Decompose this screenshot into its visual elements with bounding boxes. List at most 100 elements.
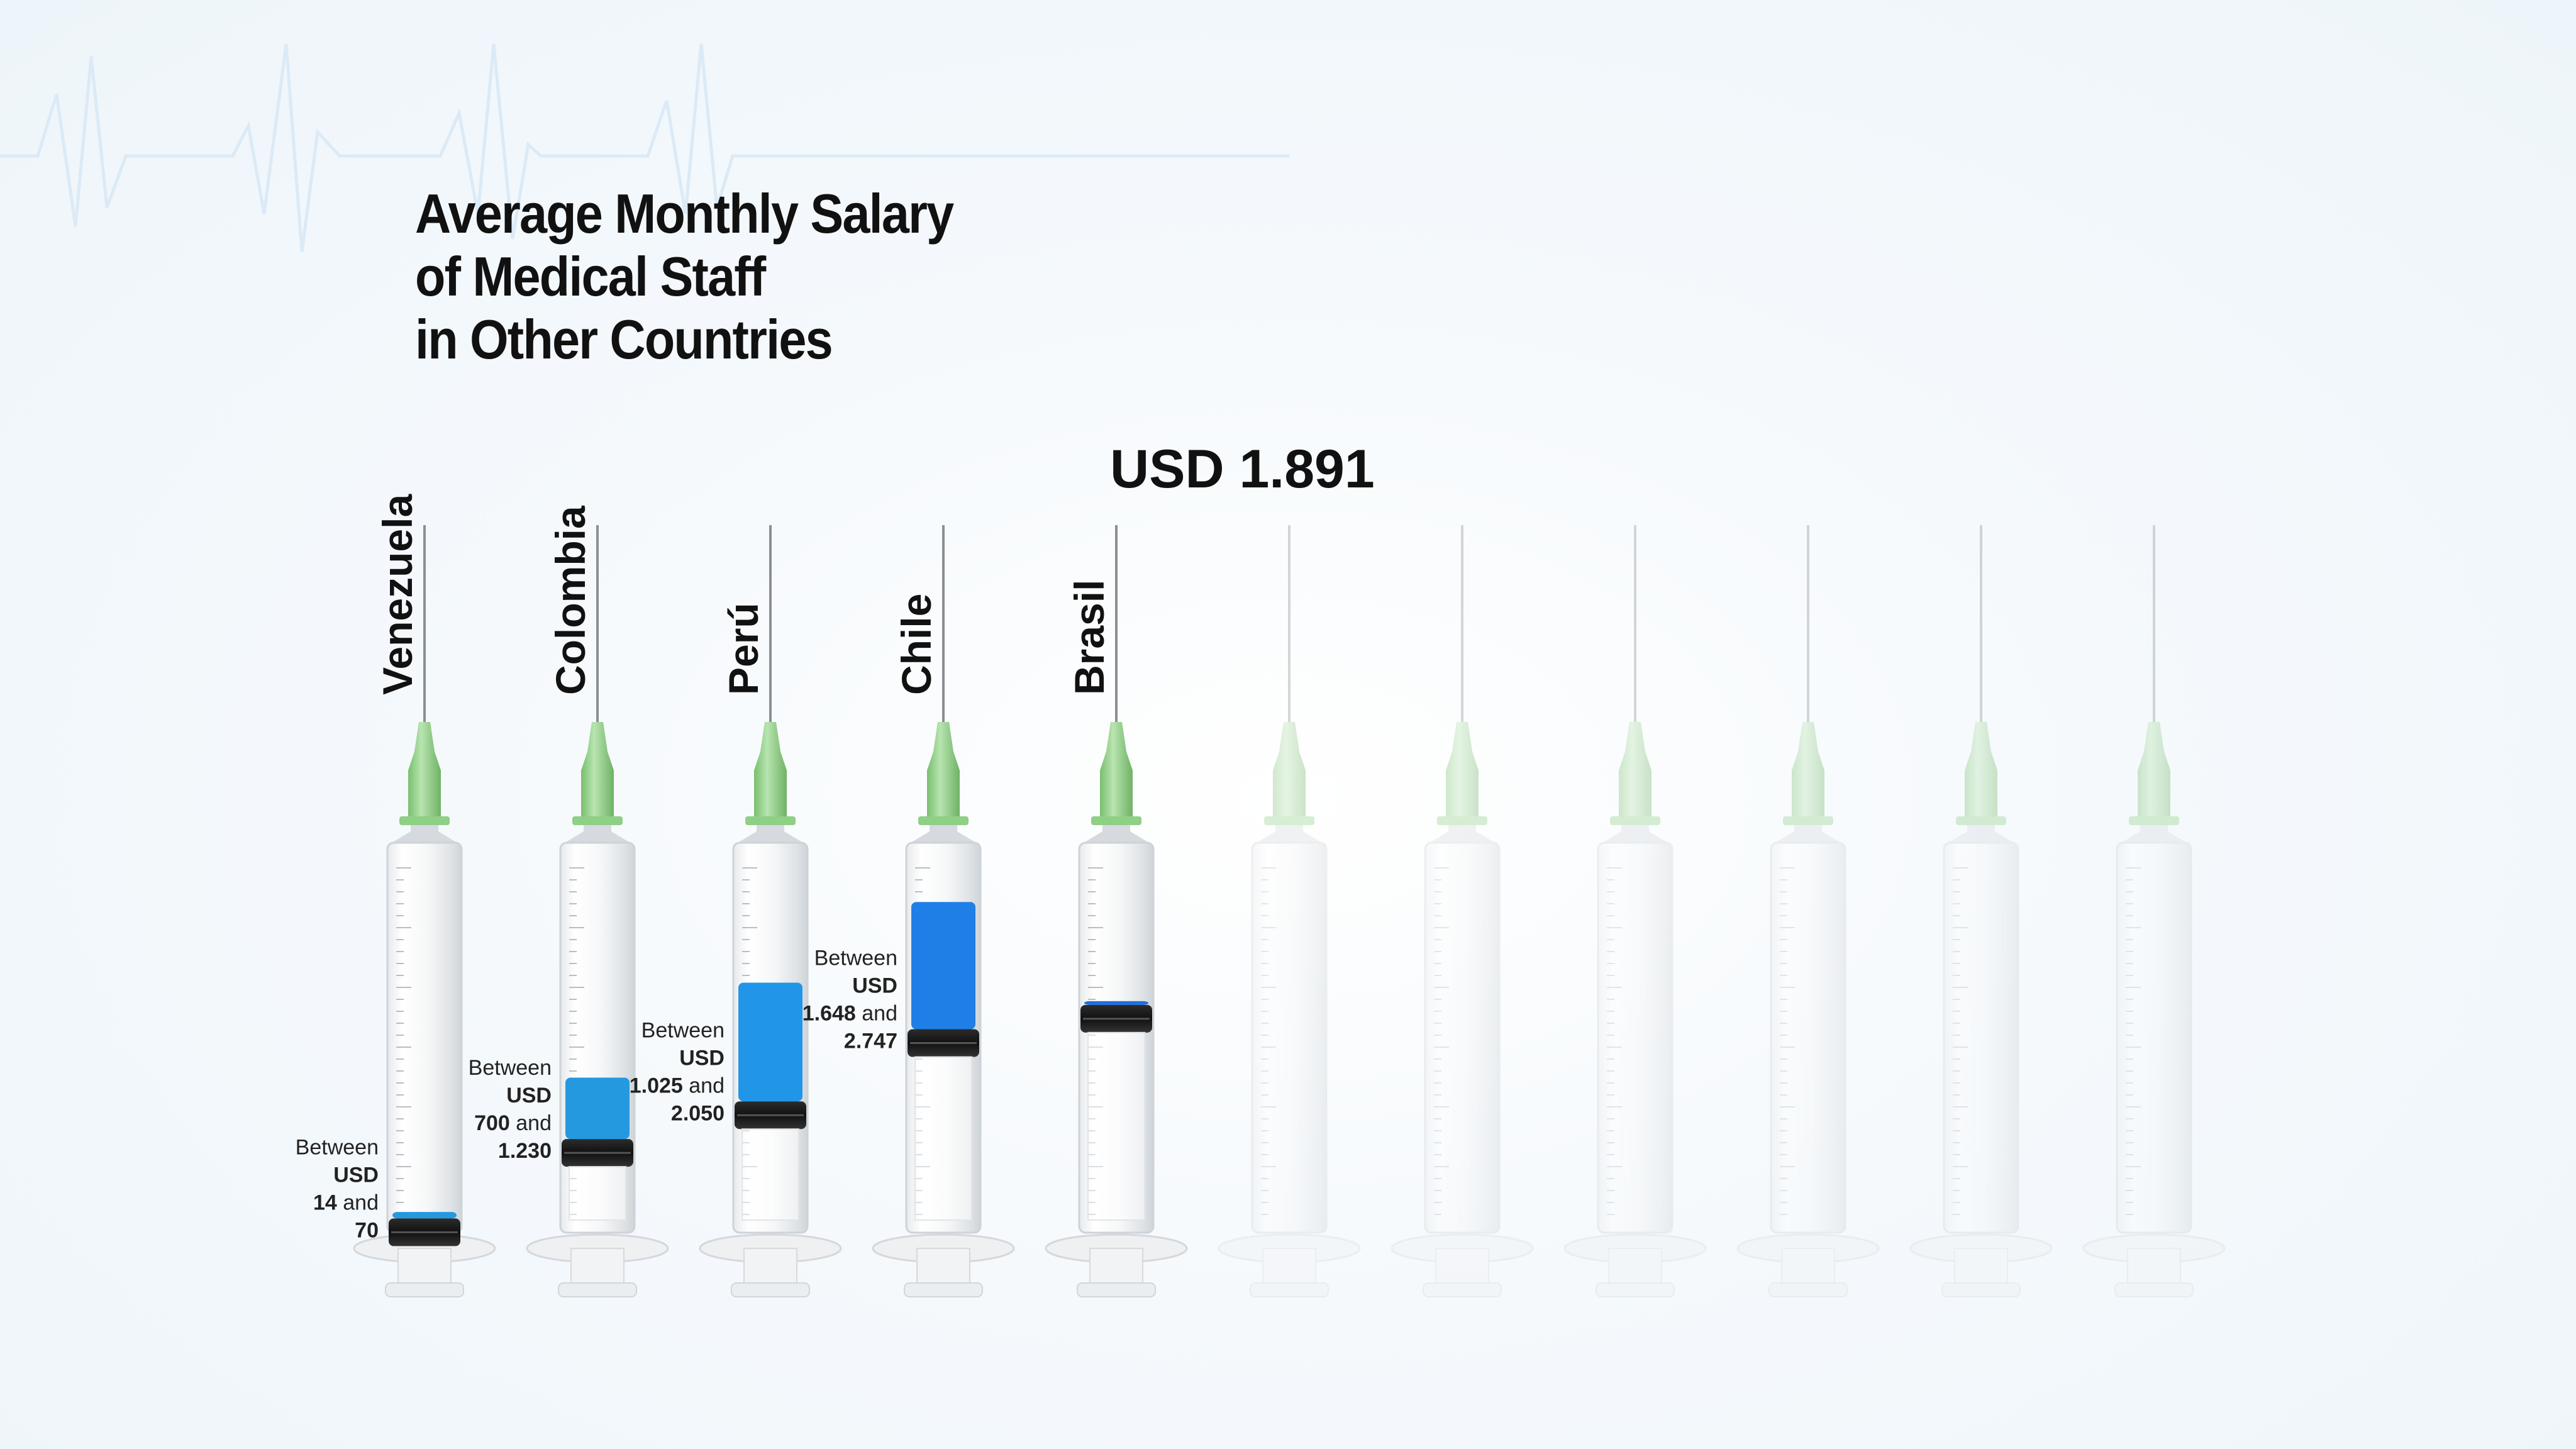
barrel-nozzle	[1948, 825, 2014, 843]
barrel-nozzle	[565, 825, 630, 843]
range-label-line: Between	[296, 1135, 379, 1159]
hub-collar	[1783, 816, 1833, 825]
barrel-nozzle	[1602, 825, 1668, 843]
hub-collar	[1610, 816, 1660, 825]
finger-flange	[1909, 1233, 2053, 1263]
liquid-bar	[392, 1212, 457, 1219]
barrel	[2116, 841, 2192, 1234]
needle-hub	[1100, 722, 1133, 818]
plunger-cap	[1077, 1282, 1156, 1297]
range-label-line: USD	[333, 1163, 379, 1187]
syringe-5: Brasil	[1045, 525, 1188, 1297]
plunger-rod	[1262, 1248, 1316, 1284]
range-label-line: 2.747	[844, 1030, 897, 1053]
finger-flange	[1563, 1233, 1707, 1263]
barrel	[1251, 841, 1328, 1234]
liquid-bar	[911, 902, 975, 1030]
hub-collar	[2129, 816, 2179, 825]
hub-collar	[399, 816, 450, 825]
title-line-1: Average Monthly Salary	[415, 182, 954, 245]
range-label-line: Between	[641, 1018, 724, 1042]
range-label-line: Between	[814, 947, 897, 970]
barrel-nozzle	[738, 825, 803, 843]
empty-syringe	[2082, 525, 2226, 1297]
plunger-rod	[1954, 1248, 2008, 1284]
plunger-rod	[397, 1248, 452, 1284]
finger-flange	[2082, 1233, 2226, 1263]
range-label-line: 700 and	[474, 1111, 552, 1135]
range-label-line: Between	[469, 1056, 552, 1080]
heartbeat-line-decoration	[0, 43, 1289, 252]
range-label-line: 1.648 and	[802, 1002, 897, 1026]
plunger-rod	[743, 1248, 797, 1284]
range-connector: and	[337, 1191, 379, 1214]
range-label: Between USD 1.648 and 2.747	[802, 947, 897, 1053]
finger-flange	[1391, 1233, 1534, 1263]
plunger-cap	[1423, 1282, 1502, 1297]
syringe-4: Chile Between USD 1.648 and 2.747	[802, 525, 1015, 1297]
plunger-rod	[1089, 1248, 1143, 1284]
plunger-rod	[570, 1248, 625, 1284]
barrel-nozzle	[911, 825, 976, 843]
plunger-rod	[1435, 1248, 1489, 1284]
hub-collar	[918, 816, 969, 825]
plunger-cap	[1941, 1282, 2021, 1297]
range-label: Between USD 1.025 and 2.050	[630, 1018, 724, 1125]
plunger-rod	[1781, 1248, 1835, 1284]
plunger-cap	[904, 1282, 983, 1297]
hub-collar	[745, 816, 796, 825]
title-line-3: in Other Countries	[415, 308, 833, 370]
barrel	[1597, 841, 1674, 1234]
needle-hub	[1792, 722, 1824, 818]
range-value: 1.025	[630, 1074, 683, 1097]
needle-hub	[927, 722, 960, 818]
hub-collar	[1264, 816, 1314, 825]
range-value: 1.648	[802, 1002, 856, 1026]
range-label: Between USD 700 and 1.230	[469, 1056, 552, 1163]
needle-hub	[2138, 722, 2170, 818]
barrel-nozzle	[392, 825, 457, 843]
range-label-line: 70	[355, 1218, 379, 1242]
needle-hub	[1273, 722, 1306, 818]
barrel-nozzle	[1430, 825, 1495, 843]
syringe-2: Colombia Between USD 700 and 1.230	[469, 505, 669, 1297]
barrel-nozzle	[1084, 825, 1149, 843]
finger-flange	[1218, 1233, 1361, 1263]
plunger-shaft	[1087, 1031, 1145, 1221]
empty-syringe	[1218, 525, 1361, 1297]
country-label: Brasil	[1066, 580, 1113, 695]
range-value: 700	[474, 1111, 510, 1135]
barrel	[1943, 841, 2019, 1234]
syringe-3: Perú Between USD 1.025 and 2.050	[630, 525, 842, 1297]
hub-collar	[572, 816, 623, 825]
range-value: 14	[313, 1191, 337, 1214]
syringe-1: Venezuela Between USD 14 and 70	[296, 494, 496, 1297]
hub-collar	[1956, 816, 2006, 825]
empty-syringe	[1736, 525, 1880, 1297]
country-label: Chile	[893, 594, 940, 695]
plunger-shaft	[914, 1056, 972, 1221]
empty-syringe	[1563, 525, 1707, 1297]
plunger-cap	[731, 1282, 810, 1297]
range-label-line: USD	[506, 1084, 552, 1108]
range-connector: and	[683, 1074, 724, 1097]
plunger-cap	[558, 1282, 637, 1297]
country-label: Colombia	[547, 505, 594, 695]
plunger-cap	[385, 1282, 464, 1297]
title-line-2: of Medical Staff	[415, 245, 766, 308]
liquid-bar	[738, 982, 802, 1102]
value-callout: USD 1.891	[1110, 439, 1375, 499]
plunger-cap	[1250, 1282, 1329, 1297]
range-connector: and	[856, 1002, 897, 1026]
plunger-shaft	[569, 1166, 626, 1221]
barrel	[1770, 841, 1846, 1234]
range-label: Between USD 14 and 70	[296, 1135, 379, 1242]
liquid-bar	[565, 1077, 630, 1140]
range-connector: and	[510, 1111, 552, 1135]
chart-title: Average Monthly Salary of Medical Staff …	[415, 182, 954, 371]
empty-syringe	[1391, 525, 1534, 1297]
plunger-cap	[1596, 1282, 1675, 1297]
plunger-shaft	[741, 1128, 799, 1221]
plunger-rod	[2127, 1248, 2181, 1284]
